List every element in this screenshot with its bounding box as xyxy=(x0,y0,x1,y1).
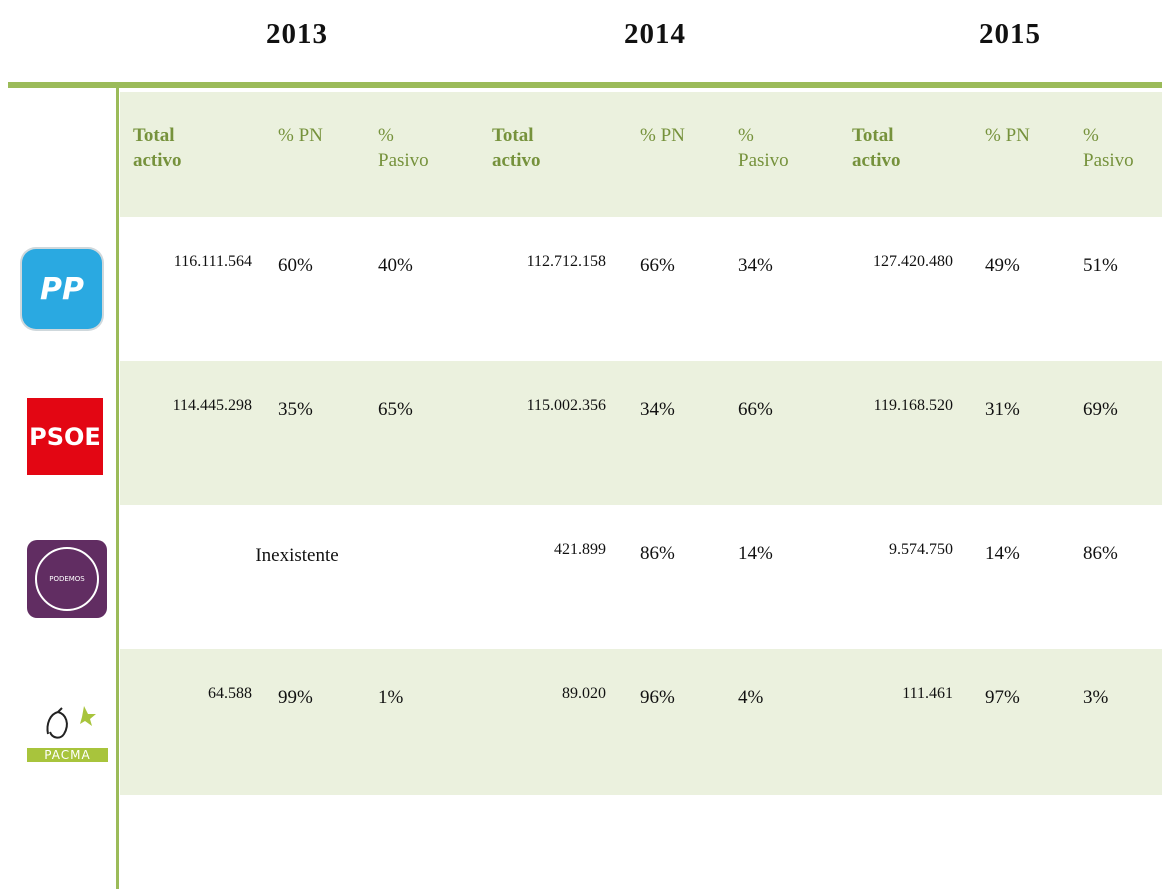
column-header: % PN xyxy=(278,125,323,146)
total-activo: 9.574.750 xyxy=(889,541,953,558)
left-rule xyxy=(116,88,119,889)
pct-pn: 96% xyxy=(640,687,675,708)
row-band xyxy=(120,361,1162,505)
header-band xyxy=(120,92,1162,217)
note: Inexistente xyxy=(255,545,339,566)
total-activo: 115.002.356 xyxy=(526,397,606,414)
pct-pasivo: 4% xyxy=(738,687,764,708)
pct-pasivo: 14% xyxy=(738,543,773,564)
logo-ring: PODEMOS xyxy=(35,547,99,611)
column-header: % PN xyxy=(640,125,685,146)
total-activo: 111.461 xyxy=(902,685,953,702)
pct-pasivo: 51% xyxy=(1083,255,1118,276)
year-heading: 2013 xyxy=(266,18,328,50)
pct-pasivo: 86% xyxy=(1083,543,1118,564)
pp-logo: PP xyxy=(22,249,102,329)
pct-pn: 86% xyxy=(640,543,675,564)
total-activo: 114.445.298 xyxy=(172,397,252,414)
podemos-logo: PODEMOS xyxy=(27,540,107,618)
total-activo: 421.899 xyxy=(554,541,606,558)
pct-pn: 49% xyxy=(985,255,1020,276)
pct-pasivo: 34% xyxy=(738,255,773,276)
top-rule xyxy=(8,82,1162,88)
pct-pasivo: 65% xyxy=(378,399,413,420)
column-header: % PN xyxy=(985,125,1030,146)
pacma-label: PACMA xyxy=(27,748,108,762)
pct-pasivo: 66% xyxy=(738,399,773,420)
row-band xyxy=(120,649,1162,795)
pct-pn: 14% xyxy=(985,543,1020,564)
logo-text: PODEMOS xyxy=(49,575,85,583)
total-activo: 127.420.480 xyxy=(873,253,953,270)
pct-pn: 66% xyxy=(640,255,675,276)
total-activo: 119.168.520 xyxy=(873,397,953,414)
pct-pn: 31% xyxy=(985,399,1020,420)
logo-text: PSOE xyxy=(29,422,101,451)
pct-pasivo: 40% xyxy=(378,255,413,276)
pacma-figure xyxy=(46,706,96,739)
pct-pn: 60% xyxy=(278,255,313,276)
pct-pn: 99% xyxy=(278,687,313,708)
column-header: Total activo xyxy=(133,125,182,171)
pct-pasivo: 1% xyxy=(378,687,404,708)
pct-pn: 97% xyxy=(985,687,1020,708)
total-activo: 89.020 xyxy=(562,685,606,702)
pacma-star xyxy=(80,706,96,726)
pct-pn: 34% xyxy=(640,399,675,420)
total-activo: 112.712.158 xyxy=(526,253,606,270)
column-header: % Pasivo xyxy=(1083,125,1134,171)
pct-pasivo: 3% xyxy=(1083,687,1109,708)
total-activo: 116.111.564 xyxy=(173,253,252,270)
pct-pasivo: 69% xyxy=(1083,399,1118,420)
pacma-dog xyxy=(46,707,68,739)
pct-pn: 35% xyxy=(278,399,313,420)
column-header: Total activo xyxy=(492,125,541,171)
psoe-logo: PSOE xyxy=(27,398,103,475)
logo-text: PP xyxy=(40,271,84,307)
column-header: % Pasivo xyxy=(378,125,429,171)
column-header: % Pasivo xyxy=(738,125,789,171)
year-heading: 2015 xyxy=(979,18,1041,50)
logo-text: PACMA xyxy=(44,748,91,762)
column-header: Total activo xyxy=(852,125,901,171)
year-heading: 2014 xyxy=(624,18,686,50)
total-activo: 64.588 xyxy=(208,685,252,702)
